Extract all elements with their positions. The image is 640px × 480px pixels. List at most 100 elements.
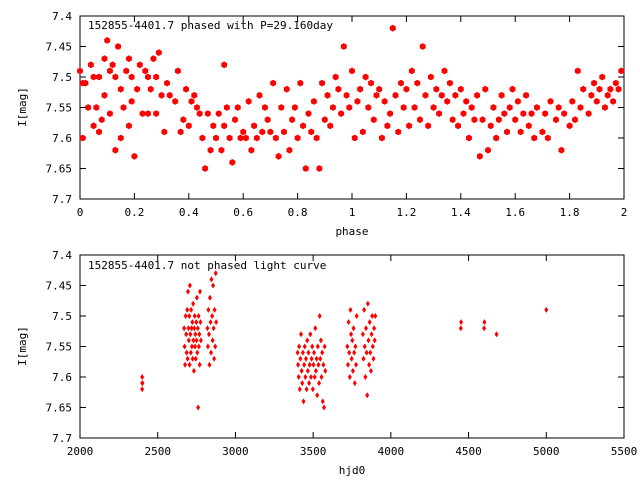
phased-data-point xyxy=(291,104,298,111)
phased-data-point xyxy=(585,110,592,117)
phased-data-point xyxy=(528,110,535,117)
unphased-data-point xyxy=(362,306,367,313)
phased-data-point xyxy=(455,122,462,130)
phased-data-point xyxy=(539,128,546,136)
unphased-data-point xyxy=(194,337,199,344)
unphased-data-point xyxy=(184,349,189,356)
unphased-data-point xyxy=(213,270,218,277)
unphased-data-point xyxy=(313,367,318,374)
phased-data-point xyxy=(139,110,146,117)
phased-x-tick-label: 1.6 xyxy=(505,206,525,219)
phased-y-tick-label: 7.7 xyxy=(52,193,72,206)
phased-data-point xyxy=(204,110,211,117)
phased-data-point xyxy=(330,104,336,111)
phased-data-point xyxy=(221,122,228,130)
unphased-data-point xyxy=(367,319,372,326)
phased-data-point xyxy=(272,134,279,142)
phased-x-tick-label: 0.4 xyxy=(179,206,199,219)
phased-data-points xyxy=(77,24,625,172)
phased-data-point xyxy=(368,79,374,87)
unphased-data-point xyxy=(322,404,327,411)
phased-data-point xyxy=(248,146,255,154)
phased-data-point xyxy=(275,152,282,160)
unphased-data-point xyxy=(209,276,214,283)
phased-data-point xyxy=(444,98,451,105)
unphased-data-point xyxy=(297,386,302,393)
unphased-data-point xyxy=(366,337,371,344)
phased-data-point xyxy=(612,79,619,87)
phased-data-point xyxy=(153,110,160,117)
unphased-y-tick-label: 7.7 xyxy=(52,432,72,445)
phased-light-curve-panel: 152855-4401.7 phased with P=29.160day ph… xyxy=(16,10,627,238)
unphased-data-point xyxy=(312,349,317,356)
phased-data-point xyxy=(357,85,364,93)
phased-data-point xyxy=(174,67,181,75)
unphased-data-point xyxy=(318,337,323,344)
unphased-data-point xyxy=(303,374,308,380)
unphased-data-point xyxy=(364,349,369,356)
unphased-data-point xyxy=(191,300,196,307)
phased-data-point xyxy=(438,91,445,99)
phased-data-point xyxy=(373,91,380,99)
phased-data-point xyxy=(400,104,407,111)
phased-data-point xyxy=(490,104,497,111)
unphased-data-point xyxy=(187,282,192,289)
phased-data-point xyxy=(101,55,108,63)
phased-data-point xyxy=(194,104,200,111)
unphased-data-point xyxy=(307,361,312,368)
phased-data-point xyxy=(126,55,132,63)
phased-data-point xyxy=(101,91,108,99)
unphased-data-point xyxy=(370,343,375,350)
unphased-data-point xyxy=(352,380,357,387)
phased-data-point xyxy=(520,110,527,117)
unphased-y-tick-label: 7.4 xyxy=(52,249,72,262)
unphased-data-point xyxy=(198,337,203,344)
unphased-data-point xyxy=(186,288,191,295)
unphased-data-point xyxy=(205,325,210,332)
phased-data-point xyxy=(259,128,266,136)
phased-data-point xyxy=(506,104,513,111)
phased-data-point xyxy=(572,116,578,124)
phased-data-point xyxy=(164,79,170,87)
phased-data-point xyxy=(90,73,97,81)
unphased-light-curve-panel: 152855-4401.7 not phased light curve hjd… xyxy=(16,249,637,477)
unphased-data-point xyxy=(319,374,324,380)
phased-y-axis-label: I[mag] xyxy=(16,87,29,127)
unphased-data-point xyxy=(350,337,355,344)
phased-data-point xyxy=(544,134,551,142)
unphased-data-point xyxy=(194,294,199,301)
phased-data-point xyxy=(593,98,600,105)
unphased-data-point xyxy=(345,361,350,368)
unphased-data-point xyxy=(308,331,313,338)
unphased-data-point xyxy=(193,343,198,350)
unphased-data-point xyxy=(305,337,310,344)
phased-data-point xyxy=(349,67,355,75)
phased-data-point xyxy=(126,122,132,130)
unphased-data-point xyxy=(351,325,356,332)
unphased-data-point xyxy=(321,361,326,368)
phased-data-point xyxy=(512,116,519,124)
unphased-data-point xyxy=(305,367,310,374)
unphased-data-point xyxy=(189,306,194,313)
phased-data-point xyxy=(297,79,304,87)
phased-data-point xyxy=(408,67,415,75)
phased-data-point xyxy=(514,98,521,105)
phased-data-point xyxy=(569,98,576,105)
phased-data-point xyxy=(191,91,198,99)
phased-data-point xyxy=(134,85,141,93)
unphased-data-point xyxy=(345,343,350,350)
phased-data-point xyxy=(509,85,516,93)
unphased-data-point xyxy=(184,331,189,338)
phased-data-point xyxy=(471,116,478,124)
unphased-data-point xyxy=(299,367,304,374)
unphased-data-point xyxy=(209,349,214,356)
phased-y-tick-label: 7.6 xyxy=(52,132,72,145)
unphased-data-point xyxy=(192,313,197,319)
unphased-data-point xyxy=(365,300,370,307)
phased-data-point xyxy=(207,146,214,154)
unphased-data-point xyxy=(182,325,187,332)
phased-data-point xyxy=(463,98,470,105)
phased-data-point xyxy=(210,122,217,130)
phased-data-point xyxy=(142,67,149,75)
phased-y-tick-label: 7.65 xyxy=(46,163,73,176)
